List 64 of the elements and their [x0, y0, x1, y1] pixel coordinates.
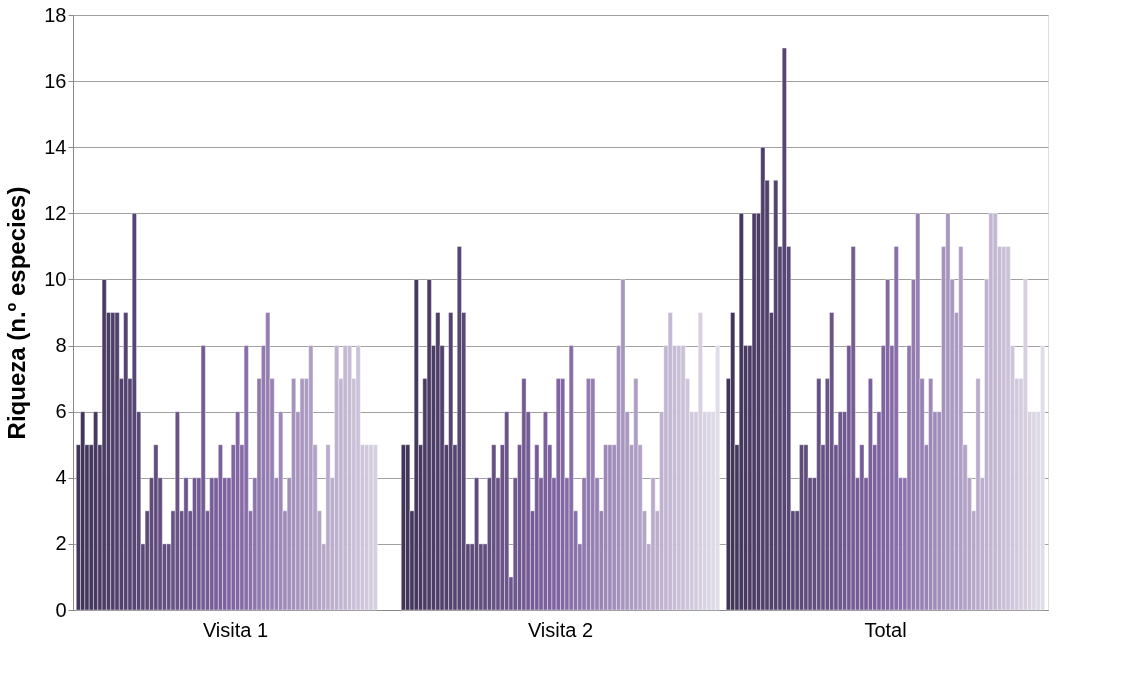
bar — [308, 345, 314, 611]
bar — [114, 312, 120, 611]
bar — [816, 378, 822, 611]
y-tick-label: 6 — [55, 400, 67, 423]
bar — [299, 378, 305, 611]
bar — [893, 246, 899, 611]
y-axis-title: Riqueza (n.º especies) — [3, 186, 31, 440]
bar — [123, 312, 129, 611]
bar — [680, 345, 686, 611]
bar — [426, 279, 432, 611]
bar — [560, 378, 565, 611]
x-tick-label: Visita 1 — [202, 618, 269, 641]
bar — [521, 378, 527, 611]
y-tick-label: 10 — [44, 267, 67, 290]
bar — [200, 345, 206, 611]
bar — [368, 444, 374, 611]
x-tick-label: Total — [864, 618, 907, 641]
bar — [183, 477, 189, 611]
y-tick-label: 14 — [44, 135, 67, 158]
bar — [773, 180, 779, 611]
bar — [633, 378, 639, 611]
bar — [945, 213, 951, 611]
bar — [153, 444, 159, 611]
bar — [342, 345, 348, 611]
bar — [915, 213, 921, 611]
bar — [504, 411, 510, 611]
bar — [278, 411, 284, 611]
bar — [829, 312, 835, 611]
bar — [1005, 246, 1011, 611]
bar — [992, 213, 998, 611]
bar — [859, 444, 865, 611]
y-tick-label: 4 — [55, 466, 67, 489]
y-tick-label: 16 — [44, 69, 67, 92]
x-tick-label: Visita 2 — [527, 618, 594, 641]
bar — [355, 345, 361, 611]
y-tick-label: 12 — [44, 201, 67, 224]
bar — [568, 345, 574, 611]
bar — [534, 444, 540, 611]
y-tick-label: 2 — [55, 532, 67, 555]
bar — [620, 279, 626, 611]
bar — [975, 378, 981, 611]
y-tick-label: 0 — [55, 598, 67, 621]
bar — [491, 444, 497, 611]
bar — [590, 378, 596, 611]
bar — [243, 345, 249, 611]
bar — [885, 279, 890, 611]
bar — [958, 246, 964, 611]
bar — [850, 246, 856, 611]
bar — [650, 477, 656, 611]
bar — [80, 411, 86, 611]
bar — [405, 444, 411, 611]
bar — [738, 213, 744, 611]
bar — [730, 312, 736, 611]
bar — [101, 279, 107, 611]
bar — [435, 312, 441, 611]
bar — [265, 312, 271, 611]
bar — [667, 312, 673, 611]
bar — [448, 312, 454, 611]
bar — [325, 444, 331, 611]
bar — [751, 213, 757, 611]
bar — [413, 279, 419, 611]
y-tick-label: 18 — [44, 3, 67, 26]
bar — [803, 444, 809, 611]
y-tick-label: 8 — [55, 334, 67, 357]
